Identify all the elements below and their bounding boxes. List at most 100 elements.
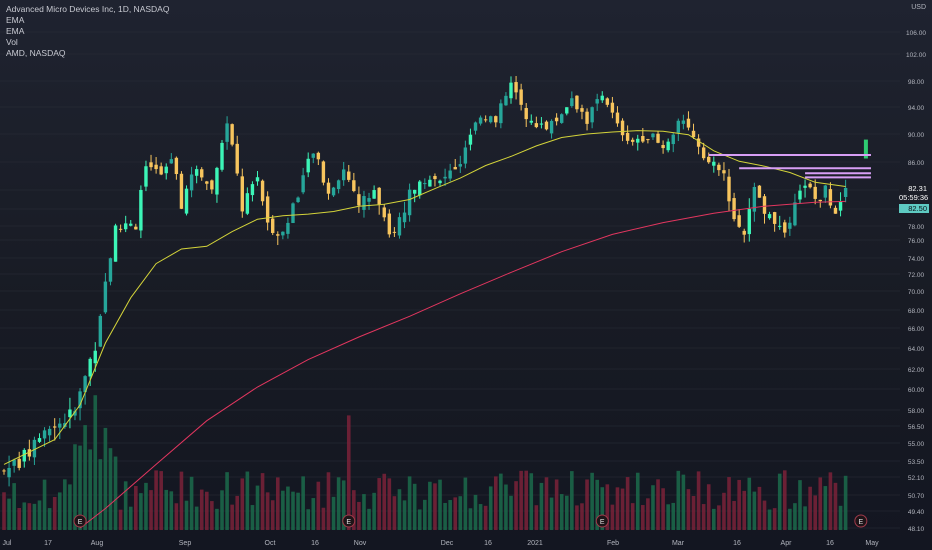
candle-body — [362, 196, 366, 210]
earnings-icon — [595, 514, 609, 528]
candle-body — [53, 426, 57, 428]
candle-body — [549, 120, 554, 134]
price-tick-label: 50.70 — [908, 493, 925, 500]
earnings-icon — [854, 514, 868, 528]
volume-bar — [159, 471, 163, 530]
volume-legend[interactable]: Vol — [6, 37, 18, 47]
time-tick-label: Apr — [781, 540, 793, 547]
candle-body — [17, 458, 21, 468]
price-tick-label: 68.00 — [908, 308, 925, 315]
volume-bar — [762, 500, 767, 530]
volume-bar — [570, 471, 574, 530]
ema-legend-2[interactable]: EMA — [6, 26, 25, 36]
candle-body — [712, 161, 716, 166]
volume-bar — [134, 485, 138, 530]
candle-body — [478, 117, 483, 124]
volume-bar — [554, 479, 559, 530]
time-axis[interactable]: Jul 17 Aug Sep Oct 16 Nov Dec 16 2021 Feb Mar 16 Apr 1… — [3, 540, 880, 547]
volume-bar — [37, 500, 42, 530]
volume-bar — [701, 504, 706, 530]
symbol-title[interactable]: Advanced Micro Devices Inc, 1D, NASDAQ — [6, 4, 170, 14]
candle-body — [499, 103, 503, 124]
volume-bar — [291, 491, 295, 530]
volume-bar — [98, 459, 103, 530]
candle-body — [798, 190, 802, 200]
price-tick-label: 49.40 — [908, 509, 925, 516]
price-tick-label: 52.10 — [908, 475, 925, 482]
volume-bar — [245, 471, 250, 530]
candle-body — [230, 124, 234, 145]
resistance-levels — [708, 154, 871, 179]
candle-body — [544, 121, 549, 130]
candle-body — [524, 108, 528, 120]
price-axis[interactable]: 106.00102.0098.0094.0090.0086.0082.0080.… — [906, 30, 926, 533]
price-tick-label: 102.00 — [906, 52, 926, 59]
candle-body — [600, 95, 604, 101]
candle-body — [7, 467, 11, 478]
volume-bar — [47, 508, 52, 530]
volume-bar — [635, 472, 640, 530]
candle-body — [595, 99, 599, 104]
compare-legend[interactable]: AMD, NASDAQ — [6, 48, 66, 58]
candle-body — [123, 223, 128, 230]
candle-body — [200, 169, 204, 178]
candle-body — [184, 188, 189, 214]
candle-body — [747, 208, 751, 235]
candle-body — [58, 423, 62, 428]
candle-body — [793, 202, 797, 226]
price-tick-label: 74.00 — [908, 256, 925, 263]
ema-lines — [3, 130, 846, 529]
volume-bar — [808, 486, 812, 530]
price-tick-label: 72.00 — [908, 272, 925, 279]
ema-legend-1[interactable]: EMA — [6, 15, 25, 25]
volume-bar — [646, 498, 650, 530]
volume-bar — [712, 508, 716, 530]
candle-body — [620, 120, 625, 136]
candle-body — [311, 153, 315, 158]
candle-body — [666, 141, 670, 151]
candle-body — [377, 187, 381, 205]
volume-bar — [580, 503, 584, 530]
time-tick-label: Feb — [607, 540, 619, 547]
candle-body — [103, 281, 108, 313]
volume-bar — [641, 505, 645, 530]
time-tick-label: 16 — [733, 540, 741, 547]
candle-body — [554, 117, 559, 122]
price-tick-label: 53.50 — [908, 459, 925, 466]
volume-bar — [732, 500, 736, 530]
volume-bar — [139, 493, 143, 530]
volume-bar — [397, 489, 402, 530]
earnings-label: E — [78, 519, 83, 526]
volume-bar — [240, 478, 245, 530]
volume-bar — [402, 500, 407, 530]
volume-bar — [504, 484, 508, 530]
candle-body — [250, 184, 255, 196]
volume-bar — [194, 506, 199, 530]
volume-bar — [438, 479, 442, 530]
volume-bar — [362, 494, 366, 530]
price-tick-label: 64.00 — [908, 346, 925, 353]
volume-bar — [255, 485, 260, 530]
time-tick-label: 16 — [484, 540, 492, 547]
volume-bar — [473, 494, 478, 530]
candle-body — [483, 119, 488, 121]
currency-label: USD — [911, 4, 926, 11]
volume-bar — [27, 503, 32, 530]
volume-bar — [757, 486, 762, 530]
volume-bar — [691, 495, 696, 530]
volume-bar — [747, 477, 752, 530]
candle-body — [189, 174, 194, 191]
volume-bar — [717, 505, 721, 530]
volume-bar — [331, 496, 336, 530]
volume-bar — [377, 478, 381, 530]
candle-body — [93, 350, 97, 364]
volume-bar — [818, 477, 823, 530]
volume-bar — [199, 489, 204, 530]
candle-body — [610, 102, 615, 113]
volume-bar — [651, 485, 655, 530]
volume-bar — [184, 500, 189, 530]
price-tick-label: 60.00 — [908, 387, 925, 394]
candle-body — [732, 198, 736, 220]
volume-bar — [22, 502, 27, 530]
